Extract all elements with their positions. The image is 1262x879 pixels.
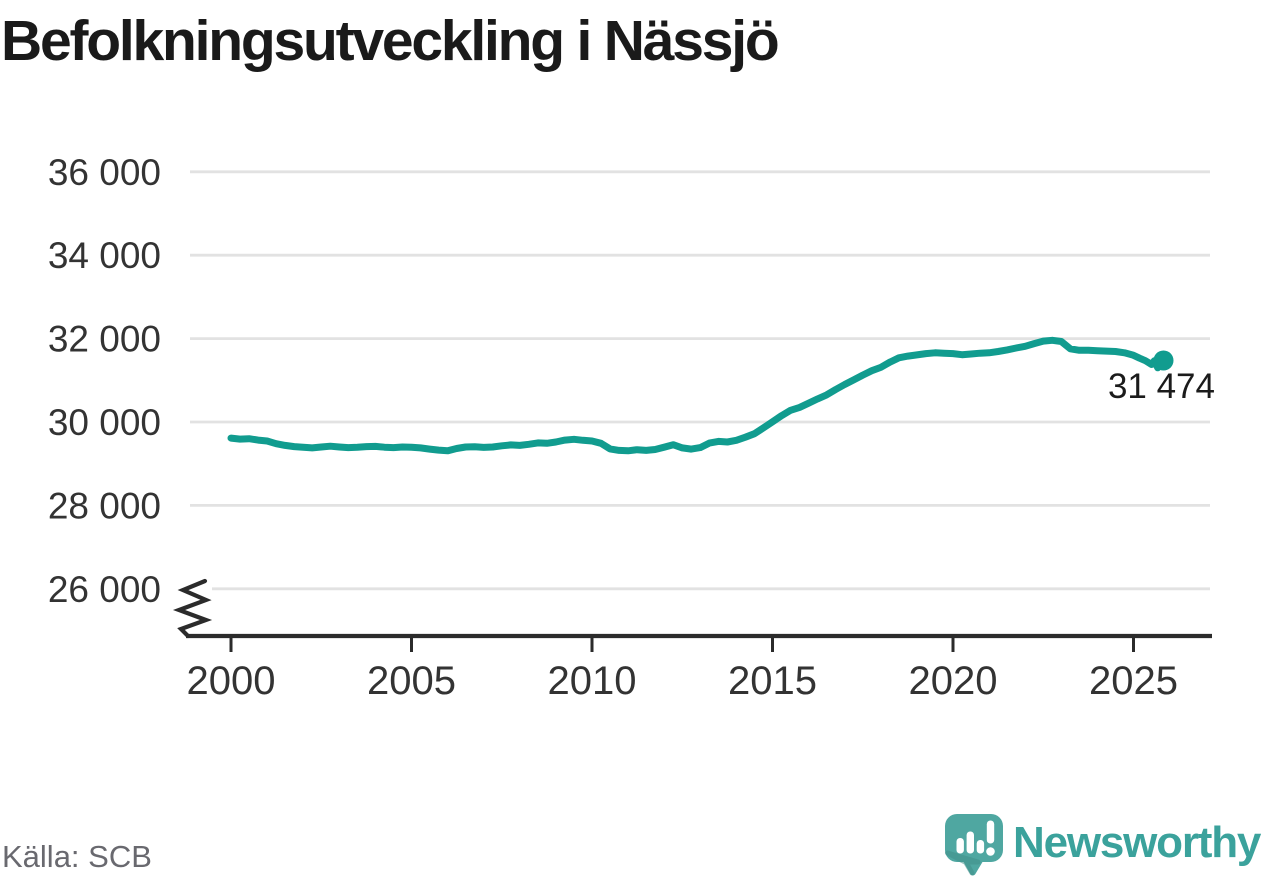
x-axis-tick-label: 2015 [728, 659, 817, 703]
last-point-marker [1153, 350, 1174, 371]
newsworthy-logo: Newsworthy [944, 813, 1262, 879]
x-axis-tick-label: 2000 [187, 659, 276, 703]
logo-exclamation-dot [986, 847, 995, 856]
y-axis-tick-label: 34 000 [48, 235, 161, 276]
last-value-label: 31 474 [1107, 367, 1215, 406]
newsworthy-wordmark: Newsworthy [1013, 818, 1261, 867]
logo-bar-2 [966, 831, 974, 854]
source-note: Källa: SCB [2, 839, 152, 874]
logo-bar-3 [976, 840, 985, 854]
y-axis-break-icon [172, 578, 213, 639]
logo-bubble-shade [945, 850, 981, 876]
x-axis-tick-label: 2025 [1089, 659, 1178, 703]
x-axis-tick-label: 2010 [548, 659, 637, 703]
newsworthy-bubble-chart-icon [945, 814, 1003, 876]
y-axis-tick-label: 26 000 [48, 569, 161, 610]
population-line [227, 336, 1167, 455]
logo-exclamation-bar [986, 820, 995, 844]
logo-bar-1 [956, 838, 964, 854]
y-axis-tick-label: 32 000 [48, 319, 161, 360]
x-axis-tick-label: 2005 [367, 659, 456, 703]
y-axis-tick-label: 36 000 [48, 152, 161, 193]
x-axis-tick-label: 2020 [909, 659, 998, 703]
y-axis-tick-label: 28 000 [48, 485, 161, 526]
page-title: Befolkningsutveckling i Nässjö [1, 9, 780, 73]
y-axis-tick-label: 30 000 [48, 402, 161, 443]
